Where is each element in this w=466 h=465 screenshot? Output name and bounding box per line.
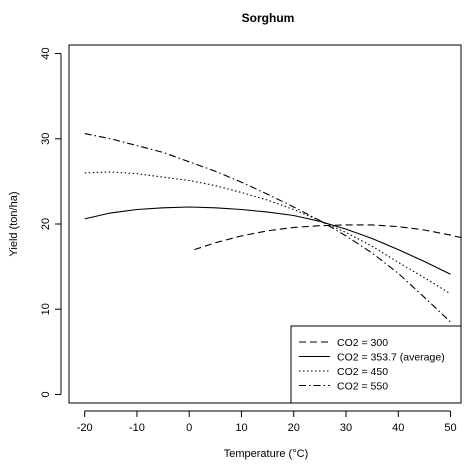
series-line-3 xyxy=(84,171,451,295)
series-line-1 xyxy=(194,224,461,251)
x-tick-label: -10 xyxy=(129,422,145,434)
legend-label-3: CO2 = 450 xyxy=(337,366,388,378)
series-layer xyxy=(84,133,461,323)
x-tick-label: -20 xyxy=(77,422,93,434)
chart-title: Sorghum xyxy=(242,11,295,25)
x-tick-label: 10 xyxy=(235,422,247,434)
y-tick-label: 40 xyxy=(40,47,52,59)
y-tick-label: 0 xyxy=(40,391,52,397)
x-tick-label: 30 xyxy=(340,422,352,434)
y-tick-label: 20 xyxy=(40,218,52,230)
x-tick-label: 20 xyxy=(288,422,300,434)
y-axis: 0 10 20 30 40 xyxy=(40,47,62,398)
legend-label-1: CO2 = 300 xyxy=(337,337,388,349)
legend-label-2: CO2 = 353.7 (average) xyxy=(337,352,445,364)
y-tick-label: 10 xyxy=(40,303,52,315)
x-axis-label: Temperature (°C) xyxy=(224,448,308,460)
x-tick-label: 40 xyxy=(392,422,404,434)
x-tick-label: 50 xyxy=(444,422,456,434)
series-line-4 xyxy=(84,133,451,323)
x-axis: -20 -10 0 10 20 30 40 50 xyxy=(77,410,457,434)
series-line-2 xyxy=(84,206,451,275)
legend-label-4: CO2 = 550 xyxy=(337,381,388,393)
legend: CO2 = 300 CO2 = 353.7 (average) CO2 = 450 C… xyxy=(290,325,462,404)
y-tick-label: 30 xyxy=(40,133,52,145)
y-axis-label: Yield (ton/ha) xyxy=(8,191,20,256)
plot-area-frame xyxy=(68,44,462,404)
legend-box xyxy=(290,325,462,404)
x-tick-label: 0 xyxy=(186,422,192,434)
